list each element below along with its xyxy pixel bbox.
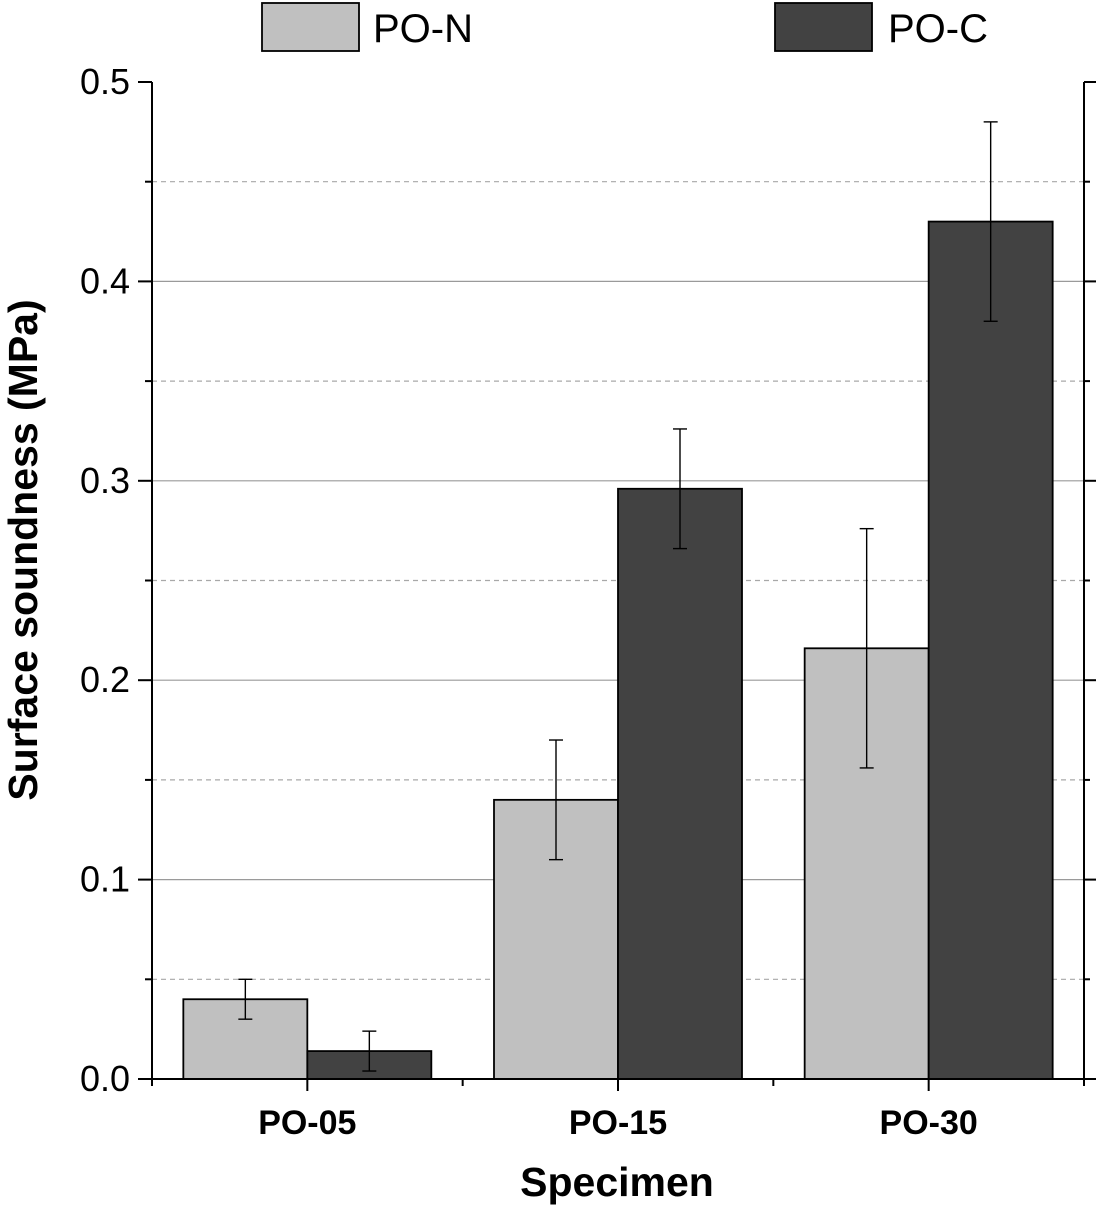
y-axis-title: Surface soundness (MPa) <box>0 299 46 800</box>
legend-label-po-n: PO-N <box>373 7 473 51</box>
bar-po-c-po-15 <box>617 487 743 1080</box>
bars <box>182 220 1054 1080</box>
y-tick-label: 0.5 <box>80 61 130 102</box>
bar-po-c-po-30 <box>927 220 1054 1080</box>
legend-swatch-po-n <box>261 2 360 52</box>
y-tick-label: 0.2 <box>80 659 130 700</box>
y-tick-label: 0.1 <box>80 859 130 900</box>
legend: PO-N PO-C <box>261 2 988 52</box>
x-tick-label-po-30: PO-30 <box>880 1104 978 1142</box>
legend-label-po-c: PO-C <box>888 7 988 51</box>
x-axis-ticks: PO-05 PO-15 PO-30 <box>151 1079 1085 1142</box>
error-bars <box>238 121 998 1072</box>
x-tick-label-po-05: PO-05 <box>258 1104 356 1142</box>
x-tick-label-po-15: PO-15 <box>569 1104 667 1142</box>
x-axis-title: Specimen <box>520 1159 714 1205</box>
y-tick-label: 0.3 <box>80 460 130 501</box>
y-axis-ticks: 0.0 0.1 0.2 0.3 0.4 0.5 <box>80 61 1096 1099</box>
y-tick-label: 0.0 <box>80 1058 130 1099</box>
y-tick-label: 0.4 <box>80 260 130 301</box>
legend-swatch-po-c <box>774 2 873 52</box>
